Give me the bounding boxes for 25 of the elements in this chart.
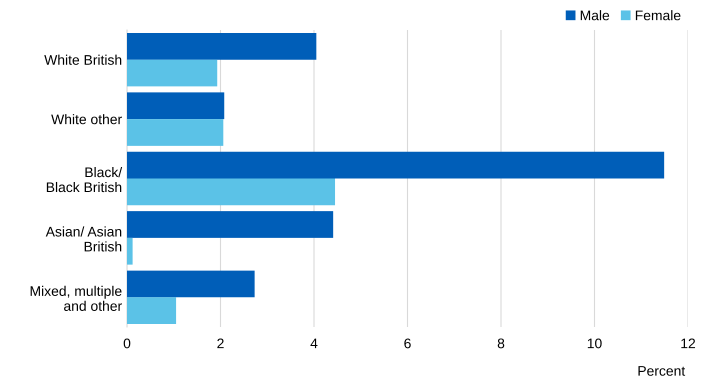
- y-tick-label: White British: [44, 54, 122, 65]
- legend-label: Male: [580, 10, 610, 20]
- y-tick-label: Mixed, multiple and other: [30, 286, 122, 311]
- legend-label: Female: [636, 10, 680, 20]
- bar: [127, 60, 218, 86]
- bar: [127, 238, 133, 265]
- bar: [127, 297, 176, 324]
- bar: [127, 92, 224, 120]
- bar: [127, 270, 255, 298]
- x-tick-label: 10: [588, 338, 602, 348]
- y-tick-label: Asian/ Asian British: [46, 226, 122, 252]
- bar: [127, 178, 336, 206]
- y-tick-label: Black/ Black British: [46, 166, 122, 192]
- x-tick-label: 12: [681, 338, 696, 348]
- x-tick-label: 0: [124, 338, 130, 348]
- bar: [127, 152, 664, 178]
- bar: [127, 119, 224, 146]
- bar: [127, 32, 316, 60]
- x-tick-label: 2: [217, 338, 224, 348]
- bar: [127, 211, 334, 238]
- y-tick-label: White other: [51, 114, 122, 124]
- x-tick-label: 4: [310, 338, 318, 348]
- x-axis-title: Percent: [638, 366, 686, 376]
- x-tick-label: 6: [404, 338, 411, 348]
- x-tick-label: 8: [498, 338, 504, 348]
